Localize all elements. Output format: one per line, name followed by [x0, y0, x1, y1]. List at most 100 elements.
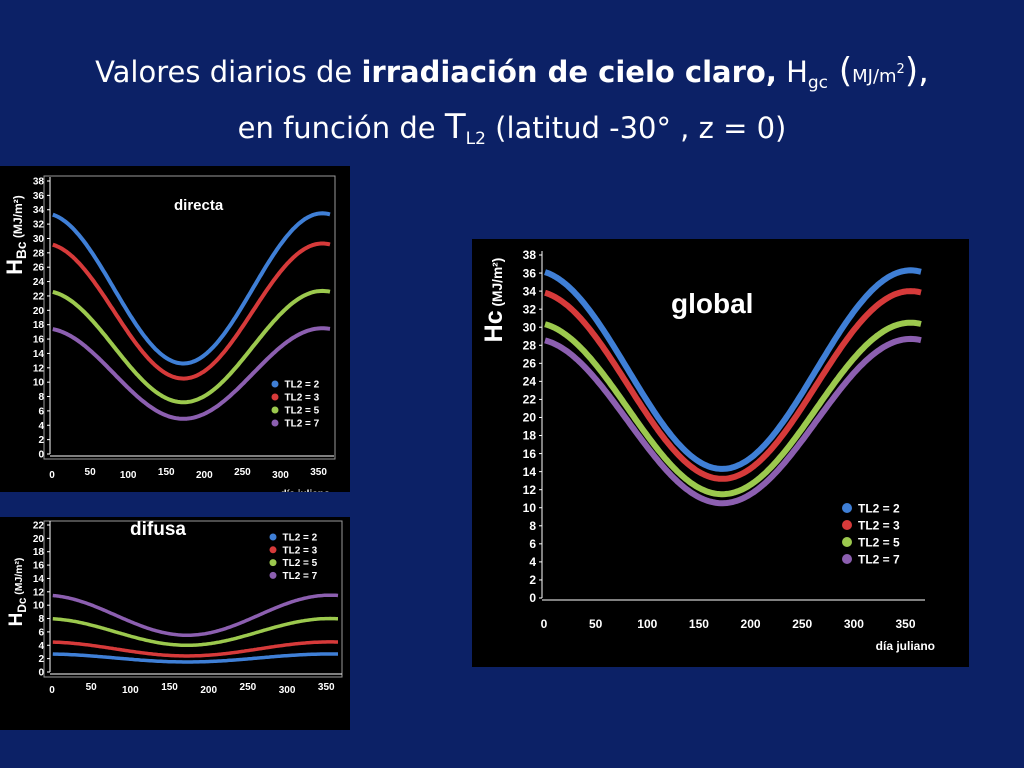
x-tick-label: 100	[637, 617, 657, 631]
x-tick-label: 300	[272, 470, 289, 481]
y-tick-label: 18	[523, 429, 537, 443]
x-tick-label: 50	[85, 467, 97, 478]
legend-marker-tl2-5	[842, 537, 852, 547]
x-tick-label: 50	[589, 617, 603, 631]
chart-title: difusa	[130, 519, 186, 540]
title-paren: (	[828, 51, 853, 91]
x-tick-label: 150	[158, 467, 175, 478]
legend-label: TL2 = 5	[285, 406, 320, 417]
x-tick-label: 350	[310, 467, 327, 478]
title-unit: MJ/m	[852, 66, 897, 87]
title-text-2: en función de	[237, 111, 445, 145]
x-tick-label: 250	[234, 467, 251, 478]
legend-marker-tl2-7	[269, 571, 277, 579]
y-tick-label: 26	[523, 357, 537, 371]
y-tick-label: 22	[33, 291, 45, 302]
x-tick-label: 150	[689, 617, 709, 631]
series-line-tl2-3	[52, 640, 339, 658]
y-tick-label: 8	[529, 519, 536, 533]
legend-label: TL2 = 5	[858, 535, 900, 549]
x-tick-label: 50	[86, 682, 98, 693]
title-paren-close: ),	[904, 51, 929, 91]
series-line-tl2-3	[52, 241, 331, 381]
y-tick-label: 18	[33, 547, 45, 558]
y-tick-label: 36	[33, 191, 45, 202]
y-tick-label: 38	[523, 248, 537, 262]
y-tick-label: 22	[33, 521, 45, 532]
series-line-tl2-3	[544, 288, 922, 482]
title-text-3: (latitud -30° , z = 0)	[485, 111, 787, 145]
x-tick-label: 0	[541, 617, 548, 631]
y-axis-label: Hc (MJ/m²)	[480, 258, 508, 343]
legend-label: TL2 = 3	[858, 518, 900, 532]
x-axis-label: día juliano	[876, 639, 935, 653]
x-tick-label: 200	[200, 685, 217, 696]
y-tick-label: 10	[33, 601, 45, 612]
plot-frame	[43, 520, 343, 678]
y-tick-label: 6	[529, 537, 536, 551]
title-symbol: H	[776, 55, 808, 89]
y-tick-label: 2	[38, 435, 44, 446]
y-axis-label: HBc (MJ/m²)	[2, 195, 29, 275]
title-tl-subscript: L2	[465, 129, 486, 149]
legend-marker-tl2-3	[269, 546, 277, 554]
y-tick-label: 2	[38, 654, 44, 665]
y-tick-label: 14	[33, 574, 45, 585]
directa-chart-panel: 0 2 4 6 8 10 12 14 16 18 20 22 24 26 28 30 32 34 36 38 0 50 10…	[0, 166, 350, 500]
series-line-tl2-5	[52, 616, 339, 648]
x-tick-label: 150	[161, 682, 178, 693]
legend-marker-tl2-5	[269, 559, 277, 567]
x-tick-label: 300	[279, 685, 296, 696]
title-tl-symbol: T	[444, 107, 466, 147]
legend-label: TL2 = 2	[858, 501, 900, 515]
y-tick-label: 12	[33, 363, 45, 374]
y-tick-label: 28	[523, 338, 537, 352]
title-line-1: Valores diarios de irradiación de cielo …	[0, 48, 1024, 105]
y-axis-label-symbol: H	[6, 613, 27, 627]
legend-label: TL2 = 7	[858, 552, 900, 566]
series-line-tl2-2	[544, 267, 922, 472]
y-axis-label-unit: (MJ/m²)	[490, 258, 505, 311]
y-tick-label: 14	[523, 465, 537, 479]
y-tick-label: 24	[523, 375, 537, 389]
series-line-tl2-2	[52, 652, 339, 664]
series-line-tl2-2	[52, 211, 331, 366]
y-tick-label: 26	[33, 263, 45, 274]
legend-marker-tl2-2	[271, 380, 279, 388]
y-axis-label-subscript: Bc	[14, 241, 29, 259]
y-tick-label: 14	[33, 349, 45, 360]
x-tick-label: 200	[196, 470, 213, 481]
y-tick-label: 10	[33, 378, 45, 389]
series-line-tl2-7	[52, 593, 339, 637]
x-tick-label: 250	[240, 682, 257, 693]
chart-title: global	[671, 288, 753, 319]
difusa-chart-panel: 0 2 4 6 8 10 12 14 16 18 20 22 0 50 100 150 200 250 300 350…	[0, 517, 350, 730]
legend-marker-tl2-2	[842, 503, 852, 513]
y-tick-label: 4	[529, 555, 536, 569]
y-tick-label: 2	[529, 573, 536, 587]
x-tick-label: 250	[792, 617, 812, 631]
series-line-tl2-7	[52, 326, 331, 421]
legend-label: TL2 = 2	[283, 533, 318, 544]
title-unit-superscript: 2	[896, 62, 905, 77]
x-tick-label: 300	[844, 617, 864, 631]
y-tick-label: 34	[523, 284, 537, 298]
y-tick-label: 4	[38, 421, 44, 432]
y-tick-label: 6	[38, 627, 44, 638]
x-tick-label: 350	[318, 682, 335, 693]
title-text: Valores diarios de	[95, 55, 362, 89]
legend-marker-tl2-5	[271, 406, 279, 414]
y-tick-label: 30	[523, 320, 537, 334]
legend-marker-tl2-7	[842, 554, 852, 564]
difusa-chart: 0 2 4 6 8 10 12 14 16 18 20 22 0 50 100 150 200 250 300 350…	[6, 519, 343, 696]
y-tick-label: 30	[33, 234, 45, 245]
title-symbol-subscript: gc	[807, 73, 829, 93]
y-axis-label-subscript: Dc	[16, 597, 29, 612]
y-tick-label: 6	[38, 406, 44, 417]
y-tick-label: 32	[523, 302, 537, 316]
legend-marker-tl2-7	[271, 419, 279, 427]
y-tick-label: 16	[523, 447, 537, 461]
legend-label: TL2 = 3	[285, 393, 320, 404]
y-tick-label: 36	[523, 266, 537, 280]
